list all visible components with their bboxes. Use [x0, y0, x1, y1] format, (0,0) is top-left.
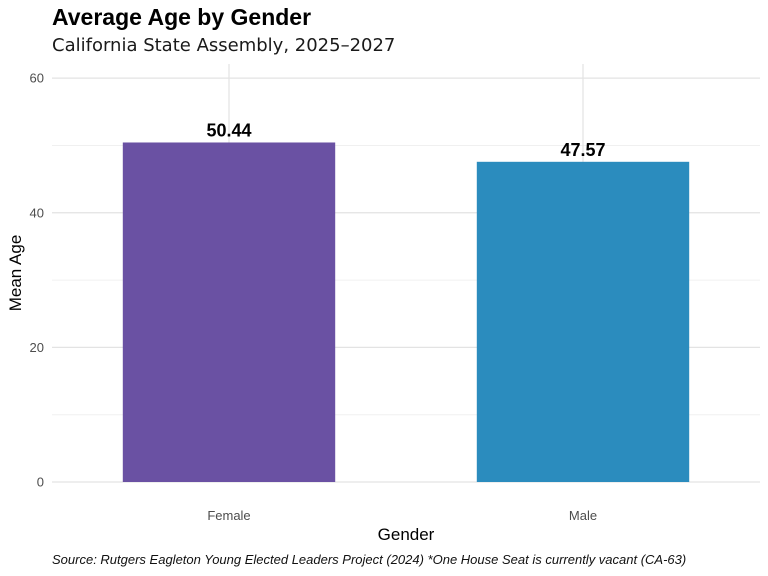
- y-tick-label: 0: [37, 475, 44, 490]
- chart-subtitle: California State Assembly, 2025–2027: [52, 35, 396, 56]
- y-tick-label: 60: [30, 71, 44, 86]
- bar-value-label: 50.44: [206, 120, 251, 140]
- chart-title: Average Age by Gender: [52, 4, 312, 30]
- bar-female: [122, 142, 336, 482]
- bar-male: [476, 161, 690, 482]
- bar-value-label: 47.57: [560, 140, 605, 160]
- x-tick-label: Female: [207, 508, 250, 523]
- y-axis-title: Mean Age: [6, 235, 25, 312]
- x-axis-title: Gender: [378, 525, 435, 544]
- chart-caption: Source: Rutgers Eagleton Young Elected L…: [52, 552, 687, 567]
- y-tick-label: 20: [30, 340, 44, 355]
- x-tick-label: Male: [569, 508, 597, 523]
- y-tick-label: 40: [30, 205, 44, 220]
